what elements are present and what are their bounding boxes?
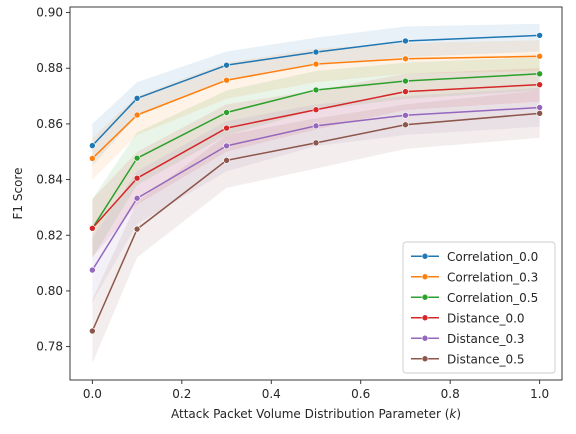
legend-label: Distance_0.3: [447, 332, 525, 346]
legend-box: [402, 241, 556, 374]
point-correlation-0-0-3: [312, 48, 320, 56]
point-distance-0-5-1: [133, 225, 141, 233]
y-tick-label: 0.82: [36, 228, 63, 242]
x-tick-label: 1.0: [530, 387, 549, 401]
x-tick-label: 0.0: [83, 387, 102, 401]
y-tick-label: 0.88: [36, 61, 63, 75]
y-tick-label: 0.80: [36, 284, 63, 298]
point-correlation-0-0-1: [133, 95, 141, 102]
point-correlation-0-0-0: [89, 142, 96, 149]
point-correlation-0-5-5: [536, 70, 543, 78]
y-tick-label: 0.86: [36, 117, 63, 131]
legend-item-distance-0-5: Distance_0.5: [411, 352, 525, 366]
line-distance-0-5: [91, 112, 540, 332]
legend-label: Distance_0.5: [447, 352, 525, 366]
point-distance-0-3-1: [133, 194, 141, 202]
point-distance-0-5-2: [223, 157, 230, 164]
x-tick-label: 0.8: [441, 387, 460, 401]
legend-item-correlation-0-0: Correlation_0.0: [411, 250, 538, 264]
x-axis-label: Attack Packet Volume Distribution Parame…: [171, 407, 461, 421]
x-axis-ticks: 0.0 0.2 0.4 0.6 0.8 1.0: [83, 380, 549, 401]
legend-label: Distance_0.0: [447, 311, 525, 325]
legend-item-correlation-0-3: Correlation_0.3: [411, 270, 538, 284]
point-correlation-0-3-0: [89, 155, 96, 162]
y-axis-ticks: 0.78 0.80 0.82 0.84 0.86 0.88 0.90: [36, 6, 70, 354]
legend-label: Correlation_0.0: [447, 250, 538, 264]
point-distance-0-3-0: [89, 266, 96, 274]
band-correlation-0-5: [92, 57, 540, 258]
point-correlation-0-3-1: [133, 111, 141, 119]
point-correlation-0-0-2: [223, 61, 230, 69]
point-distance-0-5-3: [312, 139, 320, 147]
line-correlation-0-5: [91, 73, 540, 229]
point-distance-0-0-0: [89, 224, 96, 232]
y-tick-label: 0.84: [36, 173, 63, 187]
series-lines: [91, 34, 540, 332]
y-tick-label: 0.78: [36, 340, 63, 354]
point-distance-0-0-3: [312, 106, 320, 114]
point-distance-0-0-4: [402, 88, 409, 95]
legend-swatch-marker: [421, 314, 429, 322]
point-distance-0-5-0: [89, 327, 96, 335]
point-correlation-0-3-4: [402, 55, 409, 63]
point-distance-0-5-5: [536, 110, 543, 117]
line-distance-0-0: [91, 83, 540, 229]
point-distance-0-0-5: [536, 81, 543, 88]
point-correlation-0-5-1: [133, 154, 141, 162]
legend-item-distance-0-0: Distance_0.0: [411, 311, 525, 325]
point-distance-0-0-2: [223, 124, 230, 132]
point-distance-0-3-5: [536, 104, 543, 111]
band-correlation-0-3: [92, 40, 540, 180]
legend-label: Correlation_0.3: [447, 270, 538, 284]
x-tick-label: 0.6: [351, 387, 370, 401]
legend-swatch-marker: [421, 355, 429, 363]
point-distance-0-3-4: [402, 111, 409, 119]
point-correlation-0-0-5: [536, 32, 543, 39]
legend-swatch-marker: [421, 293, 429, 301]
band-correlation-0-0: [92, 23, 540, 166]
plot-frame: [69, 6, 563, 381]
point-correlation-0-3-2: [223, 76, 230, 84]
point-distance-0-5-4: [402, 121, 409, 129]
point-distance-0-3-2: [223, 142, 230, 150]
y-tick-label: 0.90: [36, 6, 63, 20]
point-distance-0-0-1: [133, 174, 141, 182]
x-tick-label: 0.2: [172, 387, 191, 401]
legend-item-distance-0-3: Distance_0.3: [411, 332, 525, 346]
legend-swatch-marker: [421, 252, 429, 260]
legend-swatch-marker: [421, 273, 429, 281]
point-correlation-0-5-4: [402, 77, 409, 85]
y-axis-label: F1 Score: [11, 168, 25, 220]
point-correlation-0-3-5: [536, 52, 543, 60]
legend-label: Correlation_0.5: [447, 291, 538, 305]
line-correlation-0-0: [91, 34, 540, 147]
legend-item-correlation-0-5: Correlation_0.5: [411, 291, 538, 305]
line-correlation-0-3: [91, 55, 540, 159]
point-distance-0-3-3: [312, 122, 320, 130]
line-distance-0-3: [91, 106, 540, 271]
point-correlation-0-5-2: [223, 109, 230, 116]
x-tick-label: 0.4: [262, 387, 281, 401]
point-correlation-0-3-3: [312, 60, 320, 68]
series-markers: [89, 32, 543, 335]
legend: Correlation_0.0 Correlation_0.3 Correlatio…: [402, 241, 556, 374]
point-correlation-0-0-4: [402, 37, 409, 45]
legend-swatch-marker: [421, 334, 429, 342]
point-correlation-0-5-3: [312, 86, 320, 94]
